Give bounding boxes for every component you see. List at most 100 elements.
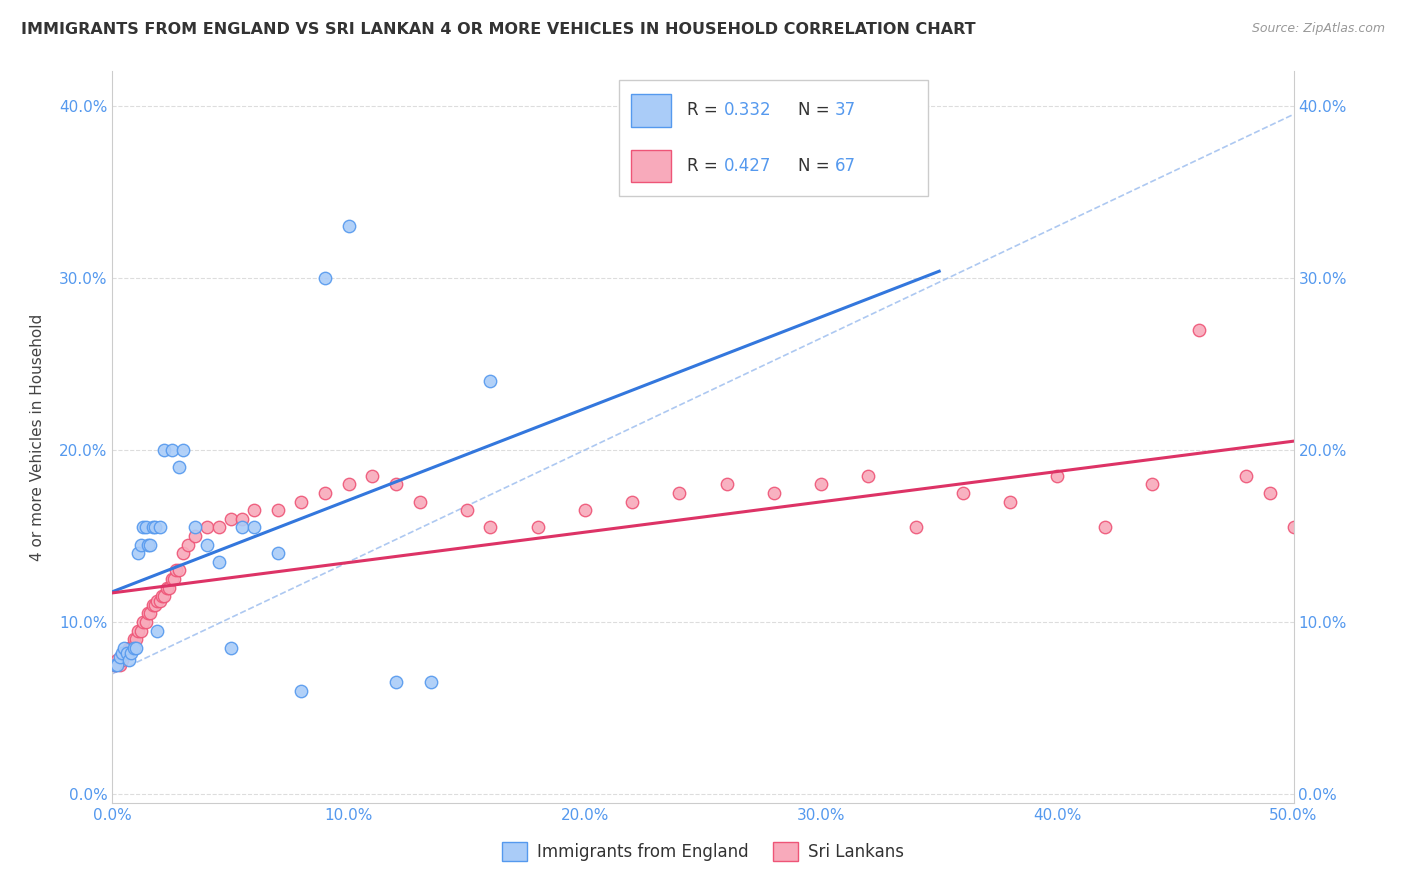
Point xyxy=(146,624,169,638)
Point xyxy=(143,520,166,534)
Text: 0.427: 0.427 xyxy=(724,157,770,175)
Point xyxy=(314,486,336,500)
Point xyxy=(243,520,266,534)
Point xyxy=(118,653,141,667)
Text: 0.332: 0.332 xyxy=(724,102,772,120)
Point xyxy=(1140,477,1163,491)
Point xyxy=(146,594,169,608)
Point xyxy=(668,486,690,500)
Point xyxy=(165,564,187,578)
Point xyxy=(135,520,157,534)
Point xyxy=(127,624,149,638)
Point xyxy=(177,538,200,552)
Point xyxy=(420,675,443,690)
Point xyxy=(337,477,360,491)
Text: R =: R = xyxy=(686,157,723,175)
Point xyxy=(156,581,179,595)
Point xyxy=(127,546,149,560)
Point xyxy=(153,442,176,457)
Point xyxy=(385,675,408,690)
Bar xyxy=(631,95,671,127)
Point xyxy=(160,442,183,457)
Point xyxy=(858,468,880,483)
Point xyxy=(129,624,152,638)
Point xyxy=(267,546,290,560)
Point xyxy=(361,468,384,483)
Text: Source: ZipAtlas.com: Source: ZipAtlas.com xyxy=(1251,22,1385,36)
Point xyxy=(1330,253,1353,268)
Point xyxy=(136,538,159,552)
Point xyxy=(172,442,194,457)
Point xyxy=(1258,486,1281,500)
Point xyxy=(716,477,738,491)
Point xyxy=(132,520,155,534)
Point xyxy=(290,684,312,698)
Point xyxy=(219,512,242,526)
Point xyxy=(150,589,173,603)
Point xyxy=(1188,322,1211,336)
Point xyxy=(139,538,162,552)
Text: N =: N = xyxy=(799,157,835,175)
Point xyxy=(231,520,253,534)
Point xyxy=(172,546,194,560)
Point xyxy=(160,572,183,586)
Point xyxy=(157,581,180,595)
Point xyxy=(810,477,832,491)
Point xyxy=(132,615,155,629)
Point xyxy=(998,494,1021,508)
Point xyxy=(479,374,502,388)
Point xyxy=(115,646,138,660)
Text: R =: R = xyxy=(686,102,723,120)
Point xyxy=(125,632,148,647)
Point xyxy=(111,646,134,660)
Point xyxy=(1094,520,1116,534)
Point xyxy=(1282,520,1305,534)
Point xyxy=(163,572,186,586)
Point xyxy=(167,564,190,578)
Point xyxy=(108,658,131,673)
Point xyxy=(125,640,148,655)
Point xyxy=(904,520,927,534)
Point xyxy=(479,520,502,534)
Point xyxy=(105,658,128,673)
Text: N =: N = xyxy=(799,102,835,120)
Point xyxy=(208,555,231,569)
Point xyxy=(111,653,134,667)
Point xyxy=(195,520,218,534)
Point xyxy=(231,512,253,526)
Point xyxy=(621,494,644,508)
Point xyxy=(184,520,207,534)
Point xyxy=(143,598,166,612)
Point xyxy=(184,529,207,543)
Point xyxy=(112,646,135,660)
Point xyxy=(104,658,127,673)
Point xyxy=(408,494,430,508)
Text: IMMIGRANTS FROM ENGLAND VS SRI LANKAN 4 OR MORE VEHICLES IN HOUSEHOLD CORRELATIO: IMMIGRANTS FROM ENGLAND VS SRI LANKAN 4 … xyxy=(21,22,976,37)
Point xyxy=(1046,468,1069,483)
Point xyxy=(952,486,974,500)
Point xyxy=(135,615,157,629)
Point xyxy=(167,460,190,475)
Point xyxy=(1306,486,1329,500)
Point xyxy=(337,219,360,234)
Point xyxy=(195,538,218,552)
Point xyxy=(142,598,165,612)
Point xyxy=(219,640,242,655)
Point xyxy=(526,520,548,534)
Y-axis label: 4 or more Vehicles in Household: 4 or more Vehicles in Household xyxy=(31,313,45,561)
Point xyxy=(118,640,141,655)
Point xyxy=(456,503,478,517)
Point xyxy=(115,646,138,660)
Point xyxy=(208,520,231,534)
Point xyxy=(1376,486,1399,500)
Point xyxy=(142,520,165,534)
Point xyxy=(574,503,596,517)
Point xyxy=(120,646,142,660)
Point xyxy=(129,538,152,552)
Legend: Immigrants from England, Sri Lankans: Immigrants from England, Sri Lankans xyxy=(495,835,911,868)
Point xyxy=(385,477,408,491)
Point xyxy=(149,594,172,608)
Point xyxy=(149,520,172,534)
Point xyxy=(120,640,142,655)
Point xyxy=(136,607,159,621)
